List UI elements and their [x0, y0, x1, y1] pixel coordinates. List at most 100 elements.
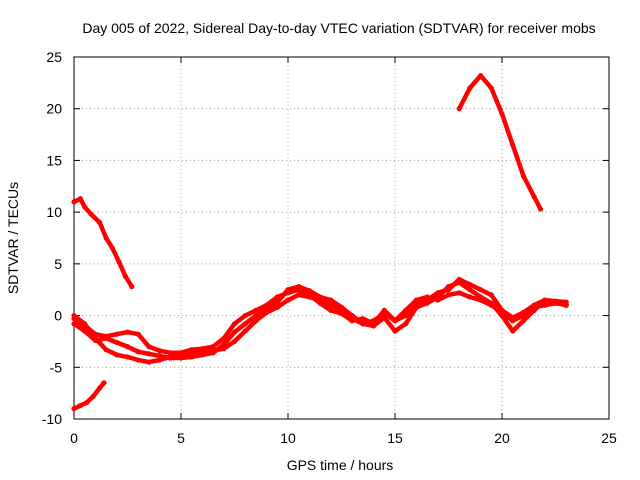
data-point	[542, 297, 548, 303]
data-point	[253, 307, 259, 313]
x-tick-label: 5	[177, 430, 185, 446]
data-point	[328, 297, 334, 303]
data-point	[210, 344, 216, 350]
data-point	[71, 406, 77, 412]
data-point	[124, 344, 131, 350]
data-point	[306, 292, 312, 298]
data-point	[392, 318, 398, 324]
y-tick-label: 20	[46, 101, 62, 117]
data-point	[178, 350, 184, 356]
series-arc-b	[71, 279, 569, 361]
data-series	[71, 73, 569, 412]
data-point	[242, 328, 248, 334]
data-point	[71, 199, 77, 205]
data-point	[242, 312, 248, 319]
data-point	[531, 307, 537, 313]
data-point	[338, 310, 345, 317]
data-point	[317, 300, 323, 306]
data-point	[478, 294, 484, 300]
data-point	[296, 287, 302, 293]
x-tick-label: 20	[494, 430, 510, 446]
data-point	[499, 111, 505, 117]
x-tick-label: 25	[601, 430, 617, 446]
plot-frame	[73, 56, 610, 420]
data-point	[456, 276, 462, 282]
data-point	[90, 393, 96, 399]
data-point	[264, 302, 270, 308]
data-point	[510, 142, 516, 148]
y-tick-label: -10	[42, 411, 62, 427]
data-point	[114, 339, 120, 346]
data-point	[285, 297, 291, 303]
data-point	[84, 399, 90, 406]
data-point	[424, 297, 430, 303]
data-point	[478, 287, 484, 293]
data-point	[178, 355, 184, 361]
data-point	[92, 337, 98, 343]
data-point	[403, 321, 409, 327]
data-point	[285, 290, 291, 296]
data-point	[478, 73, 484, 79]
data-point	[445, 292, 452, 298]
data-point	[97, 385, 103, 391]
data-point	[116, 259, 122, 265]
data-point	[467, 85, 473, 91]
series-line	[71, 196, 135, 289]
y-tick-label: -5	[50, 359, 63, 375]
data-point	[445, 287, 452, 293]
data-point	[274, 294, 280, 300]
data-point	[221, 341, 227, 348]
data-point	[488, 292, 494, 298]
data-point	[146, 344, 152, 350]
data-point	[231, 321, 238, 327]
data-point	[189, 347, 195, 353]
data-point	[157, 357, 163, 363]
data-point	[488, 85, 494, 91]
data-point	[520, 173, 527, 179]
data-point	[135, 331, 141, 337]
data-point	[413, 297, 419, 303]
data-point	[360, 321, 366, 327]
data-point	[510, 315, 516, 321]
data-point	[97, 219, 103, 226]
data-point	[122, 273, 128, 279]
y-tick-label: 0	[54, 308, 62, 324]
data-point	[124, 329, 131, 335]
data-point	[146, 351, 152, 357]
data-point	[221, 335, 227, 341]
data-point	[328, 307, 334, 313]
y-tick-label: 25	[46, 49, 62, 65]
data-point	[537, 206, 544, 212]
data-point	[231, 338, 238, 345]
data-point	[253, 318, 259, 324]
data-point	[552, 300, 559, 306]
data-point	[456, 290, 462, 296]
x-tick-label: 15	[387, 430, 403, 446]
y-tick-label: 15	[46, 152, 62, 168]
data-point	[242, 321, 248, 327]
data-point	[103, 235, 109, 241]
data-point	[338, 304, 345, 310]
data-point	[563, 302, 569, 308]
data-point	[103, 347, 109, 353]
data-point	[88, 211, 94, 217]
data-point	[499, 307, 505, 313]
data-point	[328, 302, 334, 308]
chart-title: Day 005 of 2022, Sidereal Day-to-day VTE…	[82, 20, 595, 36]
data-point	[210, 350, 216, 356]
data-point	[520, 318, 527, 324]
data-point	[381, 307, 387, 313]
data-point	[274, 304, 280, 310]
data-point	[146, 359, 152, 365]
data-point	[467, 281, 473, 288]
data-point	[317, 294, 323, 300]
data-point	[467, 287, 473, 293]
y-axis-ticks: -10 -5 0 5 10 15 20 25	[42, 49, 609, 427]
data-point	[456, 106, 462, 112]
data-point	[199, 352, 205, 358]
data-point	[392, 328, 398, 334]
series-arc-high-morning	[71, 196, 135, 290]
data-point	[499, 312, 505, 319]
data-point	[135, 349, 141, 355]
